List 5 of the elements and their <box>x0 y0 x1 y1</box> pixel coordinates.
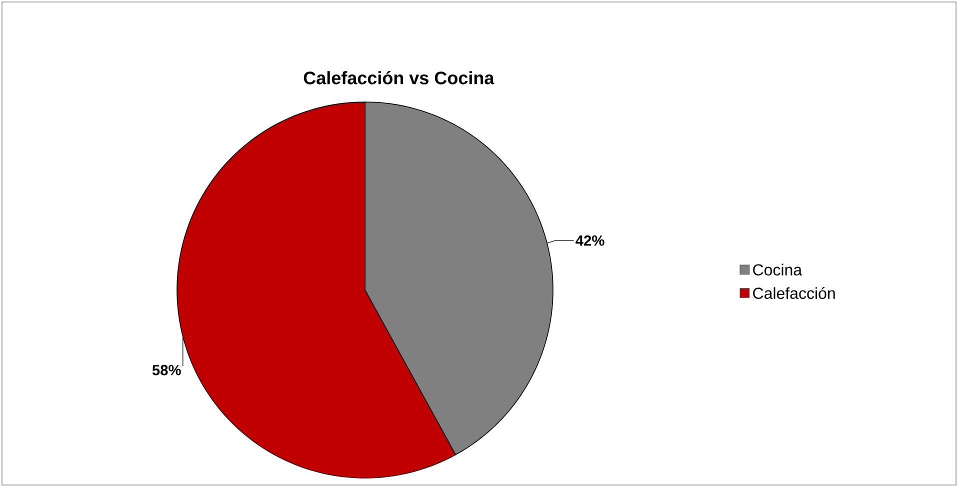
chart-title: Calefacción vs Cocina <box>304 70 494 84</box>
legend-label: Cocina <box>753 264 802 276</box>
data-label: 42% <box>576 235 604 246</box>
data-label: 58% <box>152 364 181 376</box>
legend-label: Calefacción <box>753 287 835 299</box>
